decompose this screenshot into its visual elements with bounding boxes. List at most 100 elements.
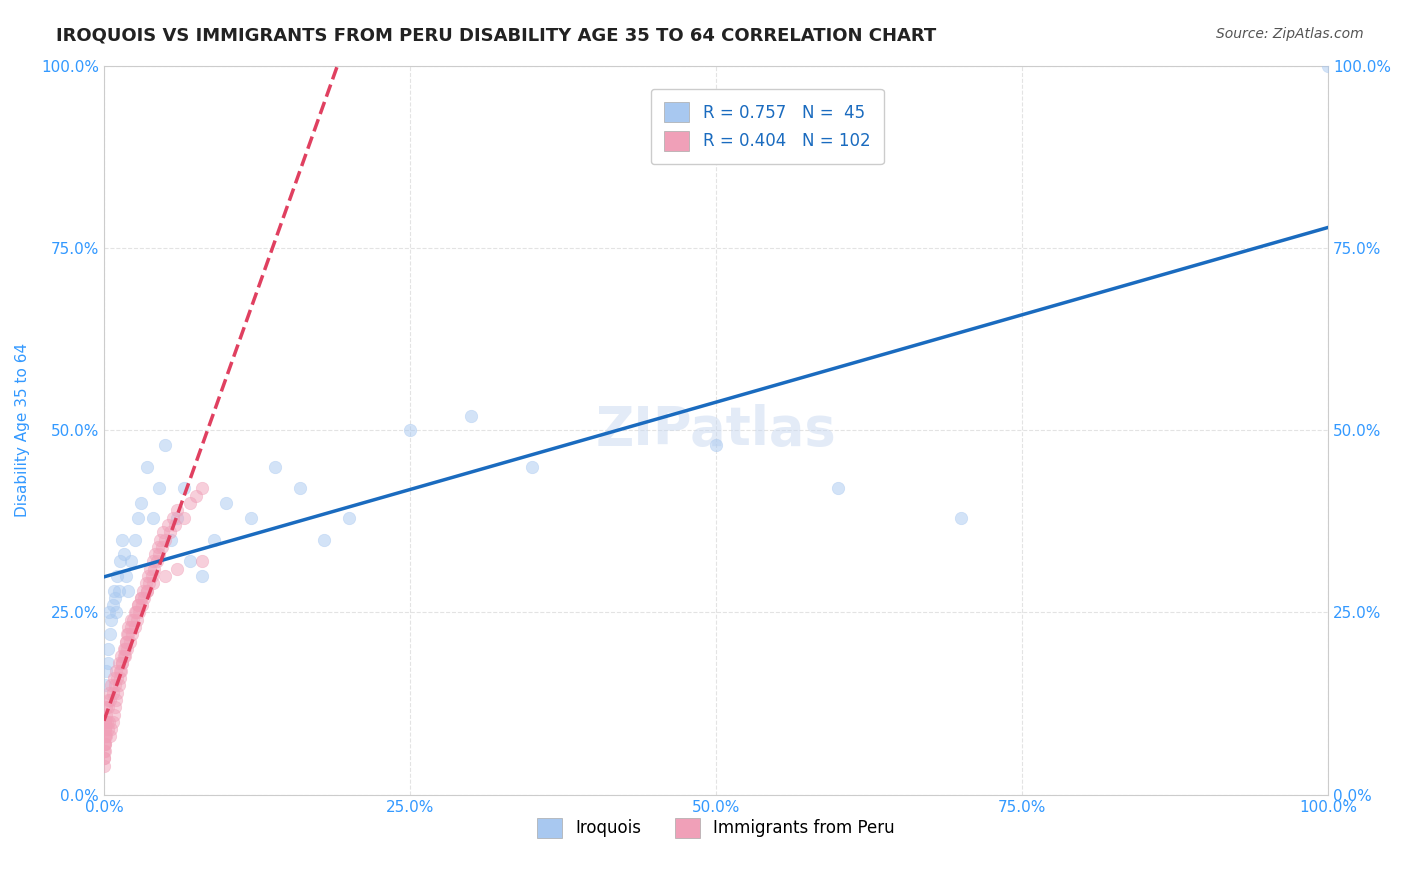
Point xyxy=(184,489,207,503)
Point xyxy=(145,554,167,568)
Point xyxy=(110,664,132,678)
Point xyxy=(101,714,124,729)
Point xyxy=(98,627,121,641)
Point xyxy=(191,554,214,568)
Point xyxy=(115,634,138,648)
Point xyxy=(136,569,159,583)
Point xyxy=(173,510,195,524)
Point xyxy=(522,459,544,474)
Point xyxy=(93,737,115,751)
Point xyxy=(127,510,149,524)
Point xyxy=(94,707,117,722)
Point xyxy=(103,583,125,598)
Point xyxy=(112,547,135,561)
Point xyxy=(107,583,129,598)
Point xyxy=(135,459,157,474)
Point xyxy=(115,569,138,583)
Text: ZIPatlas: ZIPatlas xyxy=(596,404,837,456)
Point xyxy=(202,533,225,547)
Point xyxy=(131,598,153,612)
Point xyxy=(94,714,117,729)
Point xyxy=(104,678,127,692)
Point xyxy=(215,496,238,510)
Point xyxy=(115,627,138,641)
Point xyxy=(128,606,150,620)
Point xyxy=(94,730,117,744)
Point xyxy=(191,569,214,583)
Point xyxy=(96,664,118,678)
Point xyxy=(142,510,165,524)
Point xyxy=(163,517,186,532)
Point xyxy=(103,707,125,722)
Point xyxy=(399,423,422,437)
Point xyxy=(101,598,124,612)
Point xyxy=(117,627,139,641)
Point xyxy=(105,606,128,620)
Legend: Iroquois, Immigrants from Peru: Iroquois, Immigrants from Peru xyxy=(530,811,901,845)
Point xyxy=(115,634,138,648)
Point xyxy=(98,693,121,707)
Point xyxy=(114,649,136,664)
Point xyxy=(460,409,482,423)
Point xyxy=(127,598,149,612)
Point xyxy=(93,744,115,758)
Point xyxy=(179,554,201,568)
Point xyxy=(124,533,146,547)
Point xyxy=(148,482,170,496)
Text: Source: ZipAtlas.com: Source: ZipAtlas.com xyxy=(1216,27,1364,41)
Point xyxy=(103,671,125,685)
Point xyxy=(107,678,129,692)
Point xyxy=(129,591,152,605)
Point xyxy=(94,714,117,729)
Point xyxy=(105,664,128,678)
Point xyxy=(93,751,115,765)
Point xyxy=(135,576,157,591)
Point xyxy=(150,540,173,554)
Point xyxy=(120,554,142,568)
Point xyxy=(191,482,214,496)
Point xyxy=(142,554,165,568)
Point xyxy=(96,700,118,714)
Point xyxy=(97,641,120,656)
Point xyxy=(111,657,134,671)
Point xyxy=(96,714,118,729)
Point xyxy=(107,569,129,583)
Point xyxy=(111,657,134,671)
Point xyxy=(124,606,146,620)
Point xyxy=(104,591,127,605)
Point xyxy=(108,554,131,568)
Point xyxy=(337,510,360,524)
Point xyxy=(97,722,120,736)
Point xyxy=(117,583,139,598)
Point xyxy=(94,722,117,736)
Point xyxy=(120,613,142,627)
Point xyxy=(142,576,165,591)
Point xyxy=(239,510,262,524)
Point xyxy=(94,678,117,692)
Point xyxy=(101,685,124,699)
Point xyxy=(129,496,152,510)
Point xyxy=(108,671,131,685)
Point xyxy=(97,606,120,620)
Point xyxy=(145,547,167,561)
Point xyxy=(93,722,115,736)
Point xyxy=(112,649,135,664)
Point xyxy=(100,613,122,627)
Point xyxy=(288,482,311,496)
Point xyxy=(107,671,129,685)
Point xyxy=(110,649,132,664)
Point xyxy=(97,685,120,699)
Point xyxy=(122,613,145,627)
Point xyxy=(100,678,122,692)
Point xyxy=(704,438,727,452)
Point xyxy=(108,664,131,678)
Point xyxy=(138,576,160,591)
Point xyxy=(160,533,183,547)
Point xyxy=(153,569,176,583)
Point xyxy=(98,730,121,744)
Point xyxy=(96,730,118,744)
Text: IROQUOIS VS IMMIGRANTS FROM PERU DISABILITY AGE 35 TO 64 CORRELATION CHART: IROQUOIS VS IMMIGRANTS FROM PERU DISABIL… xyxy=(56,27,936,45)
Point xyxy=(94,737,117,751)
Point xyxy=(134,591,156,605)
Point xyxy=(159,525,181,540)
